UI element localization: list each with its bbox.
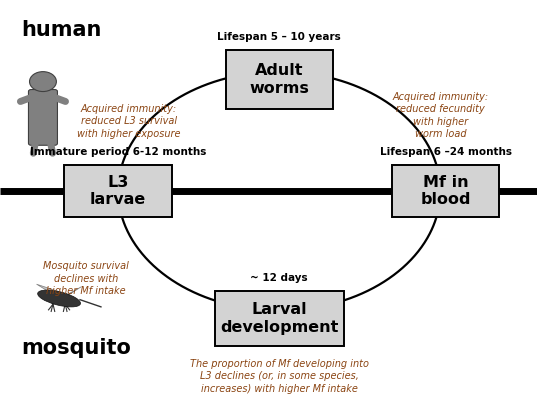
- Polygon shape: [62, 287, 82, 297]
- Text: Mf in
blood: Mf in blood: [420, 175, 471, 207]
- Text: Mosquito survival
declines with
higher Mf intake: Mosquito survival declines with higher M…: [43, 261, 129, 296]
- Text: Acquired immunity:
reduced fecundity
with higher
worm load: Acquired immunity: reduced fecundity wit…: [392, 92, 489, 139]
- Text: Lifespan 6 –24 months: Lifespan 6 –24 months: [380, 147, 512, 157]
- Polygon shape: [37, 284, 66, 296]
- FancyBboxPatch shape: [226, 50, 333, 109]
- Circle shape: [30, 72, 56, 92]
- Text: mosquito: mosquito: [21, 338, 132, 358]
- Text: The proportion of Mf developing into
L3 declines (or, in some species,
increases: The proportion of Mf developing into L3 …: [190, 359, 369, 394]
- FancyBboxPatch shape: [215, 291, 344, 346]
- Text: human: human: [21, 20, 102, 40]
- Ellipse shape: [38, 290, 81, 307]
- Text: Acquired immunity:
reduced L3 survival
with higher exposure: Acquired immunity: reduced L3 survival w…: [77, 104, 180, 139]
- Text: L3
larvae: L3 larvae: [90, 175, 146, 207]
- Text: Larval
development: Larval development: [220, 302, 338, 335]
- Text: ~ 12 days: ~ 12 days: [250, 273, 308, 283]
- Text: Lifespan 5 – 10 years: Lifespan 5 – 10 years: [217, 32, 341, 42]
- Text: Adult
worms: Adult worms: [249, 63, 309, 96]
- Text: Immature period 6-12 months: Immature period 6-12 months: [30, 147, 206, 157]
- FancyBboxPatch shape: [28, 90, 57, 145]
- FancyBboxPatch shape: [392, 165, 499, 217]
- FancyBboxPatch shape: [64, 165, 172, 217]
